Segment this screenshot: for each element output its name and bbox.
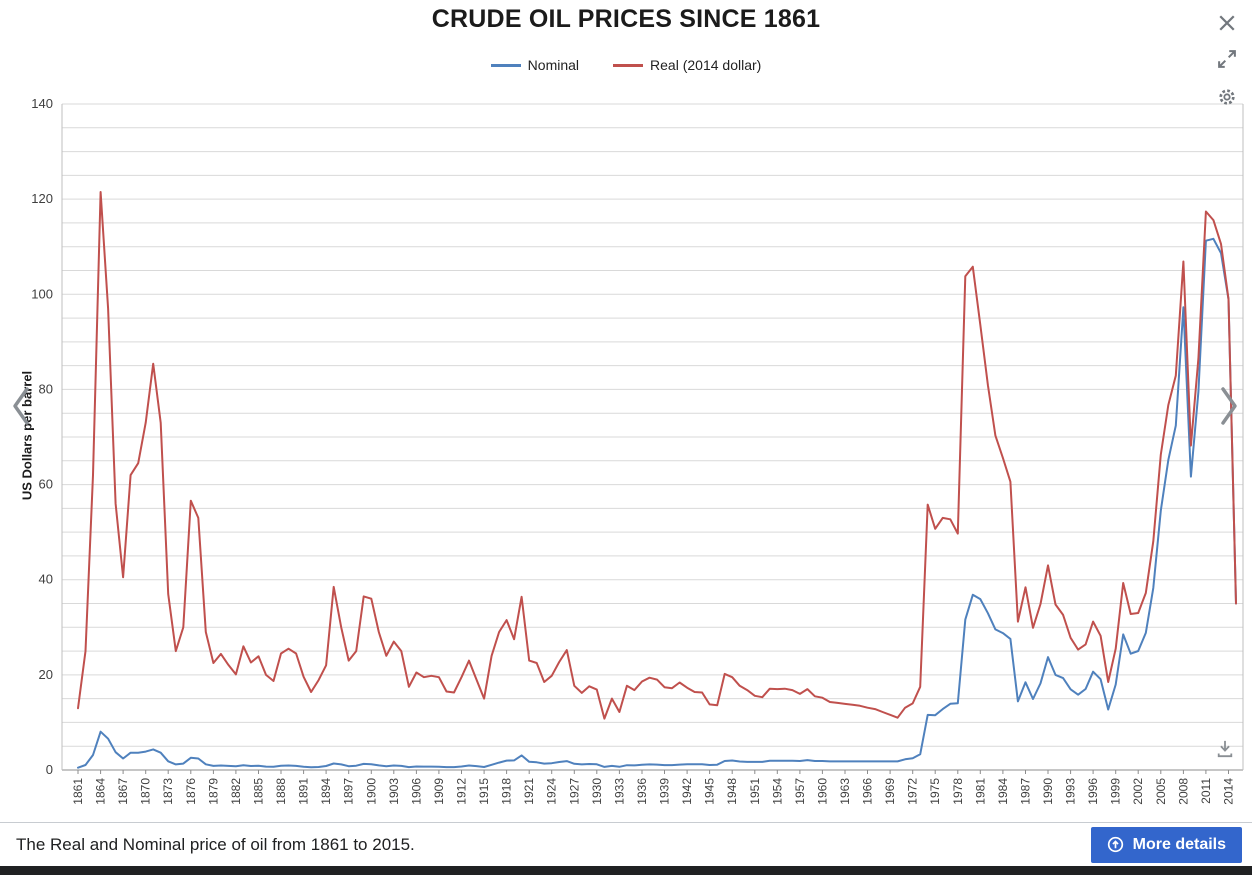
svg-text:1984: 1984 — [996, 778, 1010, 805]
legend-label-nominal: Nominal — [527, 57, 580, 73]
svg-text:2011: 2011 — [1199, 778, 1213, 804]
expand-icon — [1218, 50, 1236, 68]
svg-text:1912: 1912 — [455, 778, 469, 805]
svg-text:1981: 1981 — [973, 778, 987, 805]
viewer-background-strip — [0, 866, 1252, 875]
svg-text:1861: 1861 — [71, 778, 85, 805]
svg-text:80: 80 — [39, 381, 53, 396]
svg-text:1933: 1933 — [612, 778, 626, 805]
svg-text:1972: 1972 — [906, 778, 920, 805]
more-details-button[interactable]: More details — [1090, 826, 1242, 863]
chart-legend: Nominal Real (2014 dollar) — [0, 57, 1252, 73]
svg-text:100: 100 — [31, 286, 53, 301]
svg-text:1885: 1885 — [252, 778, 266, 805]
svg-text:1888: 1888 — [274, 778, 288, 805]
svg-text:1894: 1894 — [319, 778, 333, 805]
next-image-button[interactable] — [1212, 380, 1246, 432]
svg-text:2008: 2008 — [1176, 778, 1190, 805]
svg-text:1873: 1873 — [161, 778, 175, 805]
svg-text:1879: 1879 — [206, 778, 220, 805]
svg-text:1870: 1870 — [139, 778, 153, 805]
svg-text:1978: 1978 — [951, 778, 965, 805]
svg-text:1909: 1909 — [432, 778, 446, 805]
close-icon — [1219, 15, 1235, 31]
previous-image-button[interactable] — [4, 380, 38, 432]
svg-text:1930: 1930 — [590, 778, 604, 805]
fullscreen-button[interactable] — [1212, 44, 1242, 74]
svg-text:1957: 1957 — [793, 778, 807, 805]
chevron-left-icon — [13, 387, 29, 425]
settings-button[interactable] — [1212, 82, 1242, 112]
svg-text:1864: 1864 — [94, 778, 108, 805]
chevron-right-icon — [1221, 387, 1237, 425]
svg-text:1867: 1867 — [116, 778, 130, 805]
legend-label-real: Real (2014 dollar) — [650, 57, 762, 73]
nominal-line-swatch — [490, 63, 521, 67]
svg-text:1939: 1939 — [658, 778, 672, 805]
svg-text:1891: 1891 — [297, 778, 311, 805]
svg-text:2014: 2014 — [1222, 778, 1236, 805]
download-icon — [1217, 740, 1233, 758]
svg-text:140: 140 — [31, 96, 53, 111]
svg-text:1900: 1900 — [364, 778, 378, 805]
svg-text:60: 60 — [39, 477, 53, 492]
svg-text:1999: 1999 — [1109, 778, 1123, 805]
svg-text:1903: 1903 — [387, 778, 401, 805]
svg-text:1876: 1876 — [184, 778, 198, 805]
download-button[interactable] — [1210, 734, 1240, 764]
svg-text:0: 0 — [46, 762, 53, 777]
svg-text:120: 120 — [31, 191, 53, 206]
more-details-label: More details — [1132, 835, 1226, 853]
svg-text:1918: 1918 — [500, 778, 514, 805]
commons-logo-icon — [1107, 836, 1123, 853]
svg-text:1942: 1942 — [680, 778, 694, 805]
oil-price-chart: 0 20 40 60 80 100 120 140 1861 1864 1867 1870 1873 18… — [31, 96, 1244, 805]
svg-text:1987: 1987 — [1019, 778, 1033, 805]
svg-text:1960: 1960 — [815, 778, 829, 805]
svg-text:1882: 1882 — [229, 778, 243, 805]
svg-text:40: 40 — [39, 572, 53, 587]
svg-text:1963: 1963 — [838, 778, 852, 805]
caption-bar: The Real and Nominal price of oil from 1… — [0, 822, 1252, 866]
svg-text:1945: 1945 — [703, 778, 717, 805]
svg-text:1927: 1927 — [567, 778, 581, 805]
svg-text:1951: 1951 — [748, 778, 762, 805]
legend-item-real: Real (2014 dollar) — [613, 57, 761, 73]
svg-text:1921: 1921 — [522, 778, 536, 805]
svg-text:1990: 1990 — [1041, 778, 1055, 805]
svg-text:1915: 1915 — [477, 778, 491, 805]
svg-text:1969: 1969 — [883, 778, 897, 805]
svg-text:1948: 1948 — [725, 778, 739, 805]
close-button[interactable] — [1212, 8, 1242, 38]
page-title: CRUDE OIL PRICES SINCE 1861 — [431, 5, 821, 33]
real-line-swatch — [613, 63, 644, 67]
gear-icon — [1219, 89, 1235, 105]
svg-text:2005: 2005 — [1154, 778, 1168, 805]
svg-text:1966: 1966 — [861, 778, 875, 805]
svg-text:2002: 2002 — [1131, 778, 1145, 805]
y-axis-label: US Dollars per barrel — [19, 370, 35, 501]
svg-text:1906: 1906 — [409, 778, 423, 805]
svg-text:1924: 1924 — [545, 778, 559, 805]
svg-text:1993: 1993 — [1064, 778, 1078, 805]
svg-text:1954: 1954 — [770, 778, 784, 805]
svg-text:1897: 1897 — [342, 778, 356, 805]
legend-item-nominal: Nominal — [490, 57, 580, 73]
svg-text:1996: 1996 — [1086, 778, 1100, 805]
svg-text:20: 20 — [39, 667, 53, 682]
svg-text:1936: 1936 — [635, 778, 649, 805]
svg-text:1975: 1975 — [928, 778, 942, 805]
image-caption: The Real and Nominal price of oil from 1… — [16, 834, 415, 854]
